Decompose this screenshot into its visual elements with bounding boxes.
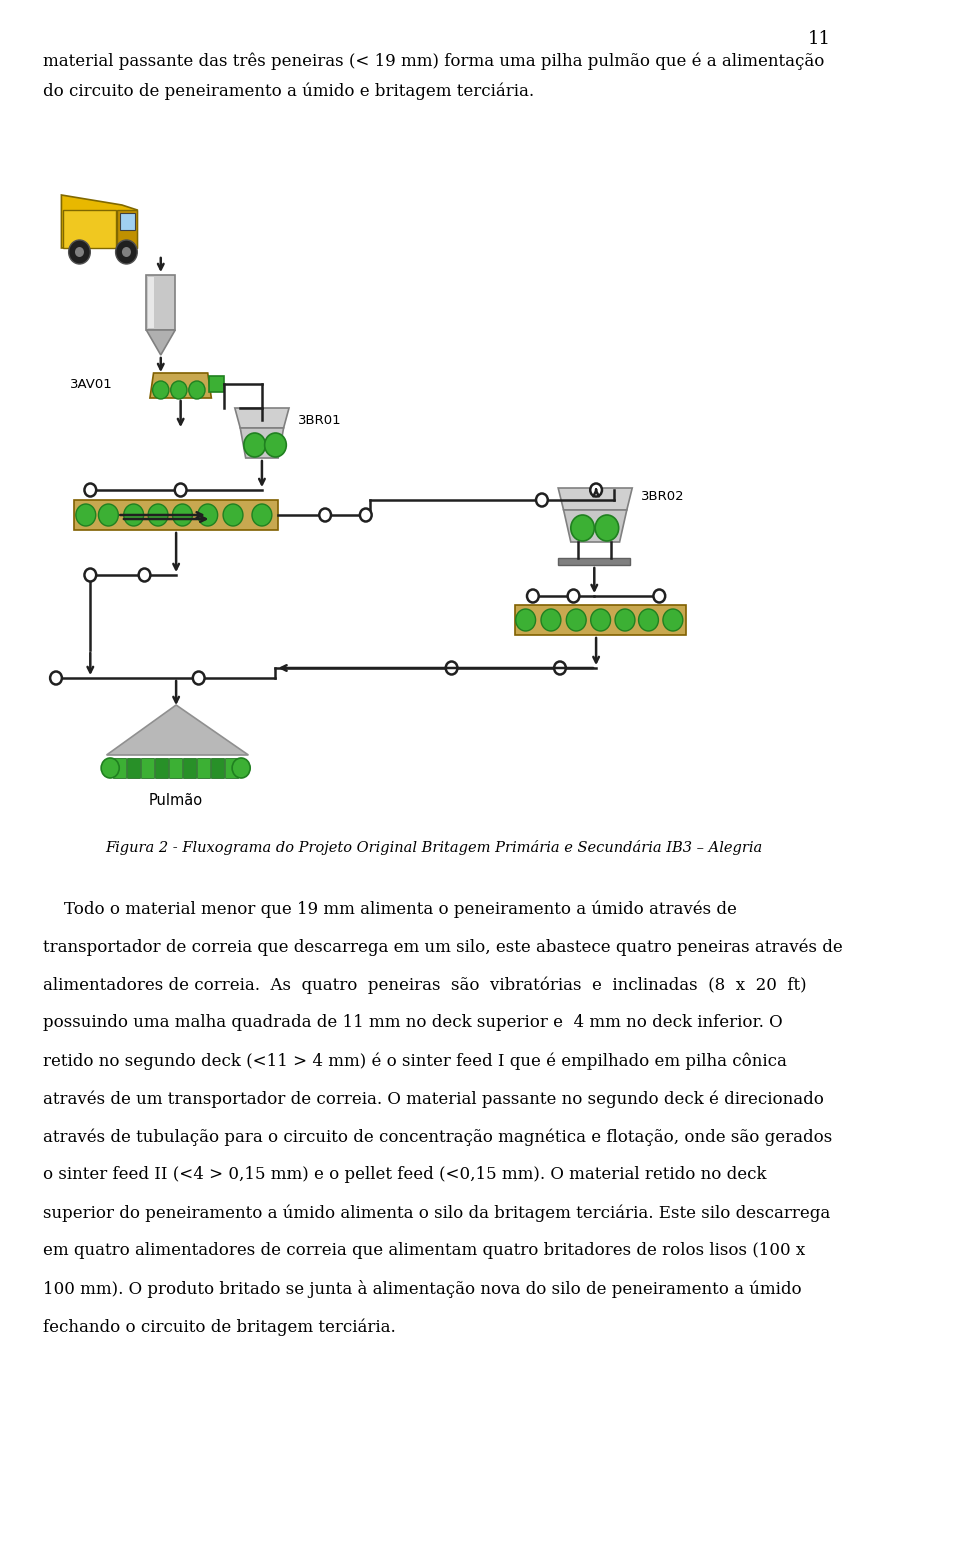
Circle shape: [654, 590, 665, 602]
Text: transportador de correia que descarrega em um silo, este abastece quatro peneira: transportador de correia que descarrega …: [43, 938, 843, 955]
Polygon shape: [515, 605, 686, 635]
Circle shape: [198, 504, 218, 526]
Polygon shape: [564, 510, 627, 541]
Text: o sinter feed II (<4 > 0,15 mm) e o pellet feed (<0,15 mm). O material retido no: o sinter feed II (<4 > 0,15 mm) e o pell…: [43, 1165, 767, 1183]
Polygon shape: [240, 428, 283, 457]
Circle shape: [75, 247, 84, 257]
Circle shape: [122, 247, 131, 257]
Polygon shape: [146, 330, 176, 355]
Circle shape: [567, 590, 580, 602]
Polygon shape: [74, 499, 278, 531]
Text: retido no segundo deck (<11 > 4 mm) é o sinter feed I que é empilhado em pilha c: retido no segundo deck (<11 > 4 mm) é o …: [43, 1052, 787, 1069]
Polygon shape: [146, 275, 176, 330]
Circle shape: [50, 672, 61, 685]
Text: Todo o material menor que 19 mm alimenta o peneiramento a úmido através de: Todo o material menor que 19 mm alimenta…: [43, 899, 737, 918]
Circle shape: [193, 672, 204, 685]
Circle shape: [189, 381, 205, 398]
Text: 100 mm). O produto britado se junta à alimentação nova do silo de peneiramento a: 100 mm). O produto britado se junta à al…: [43, 1281, 802, 1298]
Circle shape: [265, 433, 286, 457]
Polygon shape: [141, 758, 154, 778]
Text: do circuito de peneiramento a úmido e britagem terciária.: do circuito de peneiramento a úmido e br…: [43, 82, 535, 100]
Text: alimentadores de correia.  As  quatro  peneiras  são  vibratórias  e  inclinadas: alimentadores de correia. As quatro pene…: [43, 976, 807, 993]
Circle shape: [173, 504, 192, 526]
Circle shape: [638, 608, 659, 632]
Circle shape: [84, 484, 96, 496]
Circle shape: [590, 608, 611, 632]
Circle shape: [153, 381, 169, 398]
Polygon shape: [113, 758, 126, 778]
Circle shape: [84, 568, 96, 582]
Polygon shape: [558, 559, 631, 565]
Polygon shape: [148, 277, 154, 328]
Polygon shape: [183, 758, 196, 778]
Text: através de tubulação para o circuito de concentração magnética e flotação, onde : através de tubulação para o circuito de …: [43, 1128, 832, 1145]
Polygon shape: [211, 758, 225, 778]
Polygon shape: [235, 408, 289, 428]
Polygon shape: [169, 758, 182, 778]
Circle shape: [175, 484, 186, 496]
Polygon shape: [197, 758, 210, 778]
Circle shape: [138, 568, 151, 582]
Text: superior do peneiramento a úmido alimenta o silo da britagem terciária. Este sil: superior do peneiramento a úmido aliment…: [43, 1204, 830, 1221]
Circle shape: [115, 240, 137, 265]
Polygon shape: [150, 373, 211, 398]
Circle shape: [541, 608, 561, 632]
Circle shape: [554, 661, 565, 674]
Text: 3AV01: 3AV01: [70, 378, 113, 391]
Polygon shape: [107, 705, 249, 755]
Polygon shape: [156, 758, 168, 778]
Circle shape: [99, 504, 118, 526]
Circle shape: [76, 504, 96, 526]
Circle shape: [320, 509, 331, 521]
Text: em quatro alimentadores de correia que alimentam quatro britadores de rolos liso: em quatro alimentadores de correia que a…: [43, 1242, 805, 1259]
Text: 11: 11: [808, 30, 831, 48]
Text: possuindo uma malha quadrada de 11 mm no deck superior e  4 mm no deck inferior.: possuindo uma malha quadrada de 11 mm no…: [43, 1015, 783, 1032]
Circle shape: [124, 504, 144, 526]
Polygon shape: [61, 194, 137, 247]
Circle shape: [527, 590, 539, 602]
Circle shape: [232, 758, 251, 778]
Circle shape: [171, 381, 187, 398]
Circle shape: [615, 608, 635, 632]
Circle shape: [252, 504, 272, 526]
Circle shape: [244, 433, 266, 457]
Circle shape: [516, 608, 536, 632]
Circle shape: [223, 504, 243, 526]
Text: material passante das três peneiras (< 19 mm) forma uma pilha pulmão que é a ali: material passante das três peneiras (< 1…: [43, 51, 825, 70]
Circle shape: [590, 484, 602, 496]
Circle shape: [69, 240, 90, 265]
Circle shape: [595, 515, 618, 541]
Polygon shape: [117, 210, 137, 247]
Polygon shape: [127, 758, 140, 778]
Circle shape: [445, 661, 458, 674]
Text: através de um transportador de correia. O material passante no segundo deck é di: através de um transportador de correia. …: [43, 1091, 825, 1108]
Circle shape: [571, 515, 594, 541]
Circle shape: [148, 504, 168, 526]
Circle shape: [360, 509, 372, 521]
Circle shape: [536, 493, 548, 507]
Text: Pulmão: Pulmão: [149, 794, 204, 808]
Polygon shape: [63, 210, 115, 247]
Polygon shape: [208, 377, 224, 392]
Text: Figura 2 - Fluxograma do Projeto Original Britagem Primária e Secundária IB3 – A: Figura 2 - Fluxograma do Projeto Origina…: [105, 840, 762, 854]
Circle shape: [566, 608, 587, 632]
Text: 3BR02: 3BR02: [641, 490, 684, 503]
Polygon shape: [120, 213, 135, 230]
Text: 3BR01: 3BR01: [298, 414, 342, 426]
Polygon shape: [226, 758, 238, 778]
Text: fechando o circuito de britagem terciária.: fechando o circuito de britagem terciári…: [43, 1318, 396, 1335]
Polygon shape: [558, 489, 633, 510]
Circle shape: [101, 758, 119, 778]
Circle shape: [663, 608, 683, 632]
